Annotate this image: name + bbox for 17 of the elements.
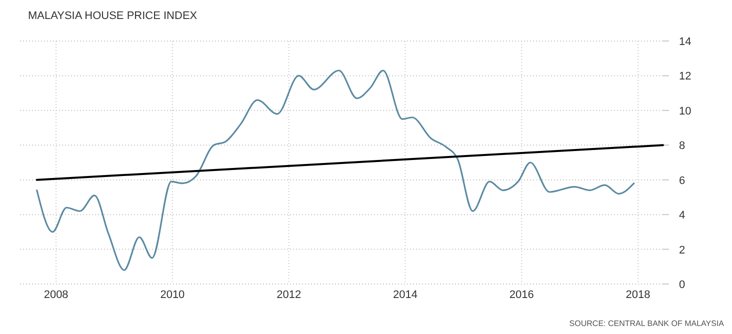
- x-tick-label: 2014: [392, 289, 418, 301]
- source-note: SOURCE: CENTRAL BANK OF MALAYSIA: [569, 319, 725, 328]
- y-tick-label: 0: [679, 279, 686, 291]
- y-tick-label: 4: [679, 210, 686, 222]
- chart-title: MALAYSIA HOUSE PRICE INDEX: [28, 10, 198, 22]
- line-series: [36, 70, 635, 271]
- y-tick-label: 12: [679, 70, 692, 83]
- y-tick-label: 14: [679, 36, 692, 48]
- x-tick-label: 2010: [160, 289, 185, 301]
- y-tick-label: 10: [679, 105, 692, 118]
- y-tick-label: 6: [679, 174, 686, 187]
- x-tick-label: 2008: [44, 289, 68, 301]
- y-tick-label: 2: [679, 244, 686, 256]
- y-tick-label: 8: [679, 140, 686, 152]
- x-tick-label: 2018: [626, 289, 650, 301]
- x-tick-label: 2012: [276, 289, 302, 301]
- x-tick-label: 2016: [509, 289, 534, 301]
